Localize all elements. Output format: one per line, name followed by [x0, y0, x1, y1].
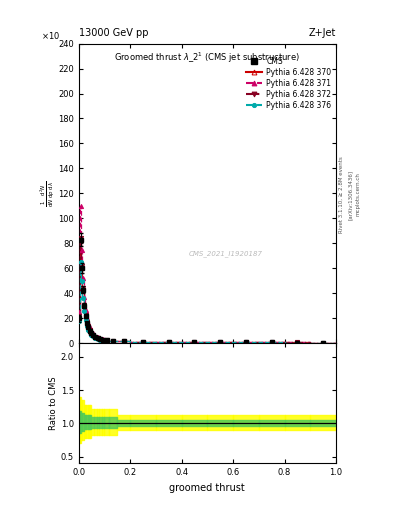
Text: Groomed thrust $\lambda\_2^1$ (CMS jet substructure): Groomed thrust $\lambda\_2^1$ (CMS jet s…	[114, 51, 300, 66]
Text: 13000 GeV pp: 13000 GeV pp	[79, 28, 148, 38]
Text: Rivet 3.1.10, ≥ 2.8M events: Rivet 3.1.10, ≥ 2.8M events	[339, 156, 344, 233]
Text: $\times10$: $\times10$	[41, 30, 60, 40]
Y-axis label: Ratio to CMS: Ratio to CMS	[49, 376, 58, 430]
Y-axis label: $\frac{1}{\mathrm{d}N}\,\frac{\mathrm{d}^2N}{\mathrm{d}p\;\mathrm{d}\lambda}$: $\frac{1}{\mathrm{d}N}\,\frac{\mathrm{d}…	[39, 180, 57, 207]
Legend: CMS, Pythia 6.428 370, Pythia 6.428 371, Pythia 6.428 372, Pythia 6.428 376: CMS, Pythia 6.428 370, Pythia 6.428 371,…	[245, 56, 332, 111]
Text: CMS_2021_I1920187: CMS_2021_I1920187	[188, 250, 262, 257]
Text: mcplots.cern.ch: mcplots.cern.ch	[356, 173, 361, 217]
Text: Z+Jet: Z+Jet	[309, 28, 336, 38]
Text: [arXiv:1306.3436]: [arXiv:1306.3436]	[348, 169, 353, 220]
X-axis label: groomed thrust: groomed thrust	[169, 483, 245, 493]
